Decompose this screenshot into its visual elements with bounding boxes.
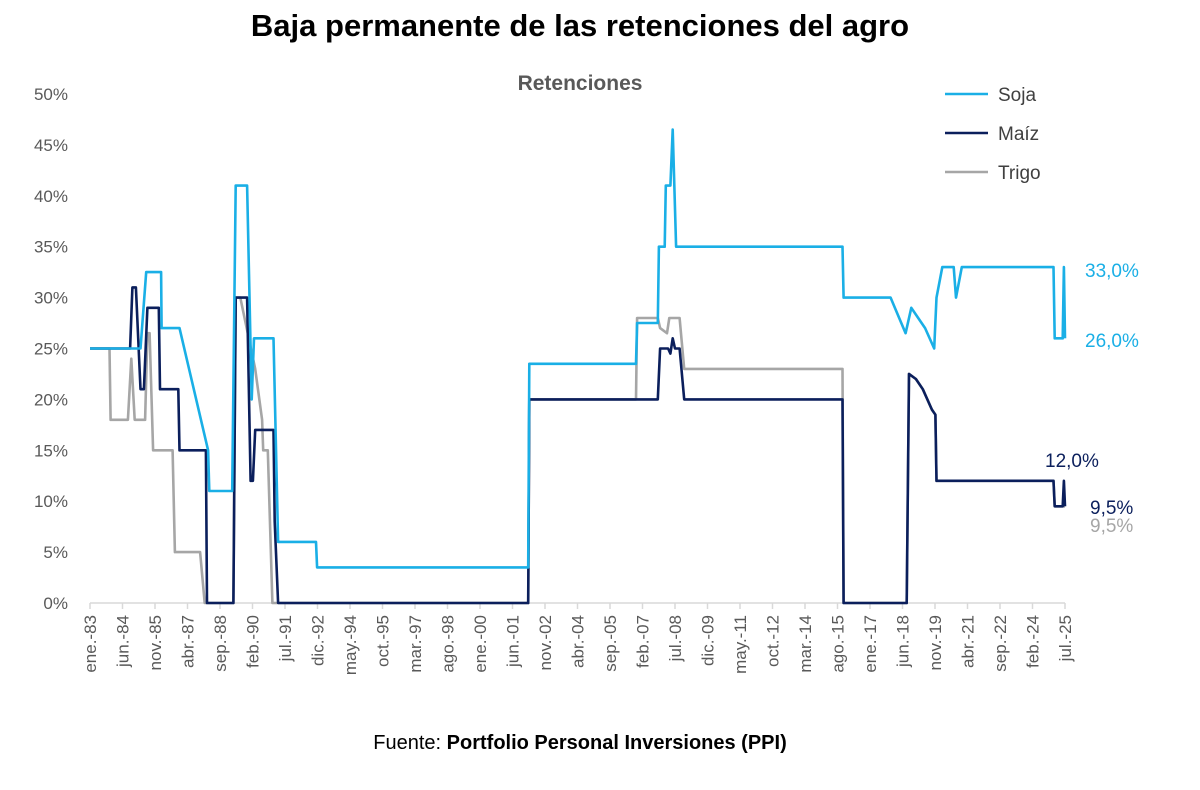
x-tick-label: may.-94 [341,615,360,675]
x-tick-label: dic.-09 [699,615,718,666]
y-tick-label: 35% [34,238,68,257]
x-tick-label: sep.-88 [211,615,230,672]
y-tick-label: 25% [34,340,68,359]
x-tick-label: jul.-08 [666,615,685,662]
source-prefix: Fuente: [373,732,442,754]
x-tick-label: ene.-83 [81,615,100,673]
x-tick-label: feb.-07 [634,615,653,668]
x-tick-label: oct.-95 [374,615,393,667]
legend-label: Soja [998,85,1036,106]
y-tick-label: 10% [34,492,68,511]
series-line-maiz [90,286,1067,605]
x-tick-label: jul.-91 [276,615,295,662]
end-value-label: 9,5% [1090,498,1133,519]
x-tick-label: abr.-04 [569,615,588,668]
y-tick-label: 0% [43,594,68,613]
end-value-label: 26,0% [1085,331,1139,352]
series-line-soja [90,128,1067,569]
legend-label: Trigo [998,163,1041,184]
x-tick-label: feb.-24 [1024,615,1043,668]
x-tick-label: mar.-14 [796,615,815,673]
x-tick-label: ago.-98 [439,615,458,673]
x-tick-label: feb.-90 [244,615,263,668]
y-tick-label: 20% [34,390,68,409]
y-tick-label: 5% [43,543,68,562]
x-tick-label: jul.-25 [1056,615,1075,662]
x-tick-label: nov.-19 [926,615,945,670]
chart-subtitle: Retenciones [517,72,643,95]
x-tick-label: oct.-12 [764,615,783,667]
chart-title: Baja permanente de las retenciones del a… [250,8,910,43]
y-tick-label: 40% [34,187,68,206]
x-tick-label: jun.-84 [114,615,133,668]
x-tick-label: dic.-92 [309,615,328,666]
x-tick-label: sep.-05 [601,615,620,672]
x-tick-label: sep.-22 [991,615,1010,672]
legend-label: Maíz [998,124,1039,145]
y-tick-label: 45% [34,136,68,155]
x-tick-label: nov.-02 [536,615,555,670]
x-tick-label: jun.-01 [504,615,523,668]
x-tick-label: ago.-15 [829,615,848,673]
end-value-label: 33,0% [1085,261,1139,282]
x-tick-label: ene.-00 [471,615,490,673]
y-tick-label: 30% [34,289,68,308]
x-tick-label: jun.-18 [894,615,913,668]
source-name: Portfolio Personal Inversiones (PPI) [446,732,787,754]
x-tick-label: abr.-21 [959,615,978,668]
end-value-label: 12,0% [1045,451,1099,472]
source-note: Fuente: Portfolio Personal Inversiones (… [0,732,1160,755]
x-tick-label: abr.-87 [179,615,198,668]
x-tick-label: ene.-17 [861,615,880,673]
x-tick-label: mar.-97 [406,615,425,673]
x-tick-label: may.-11 [731,615,750,674]
y-tick-label: 50% [34,85,68,104]
end-value-label: 9,5% [1090,516,1133,537]
x-tick-label: nov.-85 [146,615,165,670]
y-tick-label: 15% [34,441,68,460]
